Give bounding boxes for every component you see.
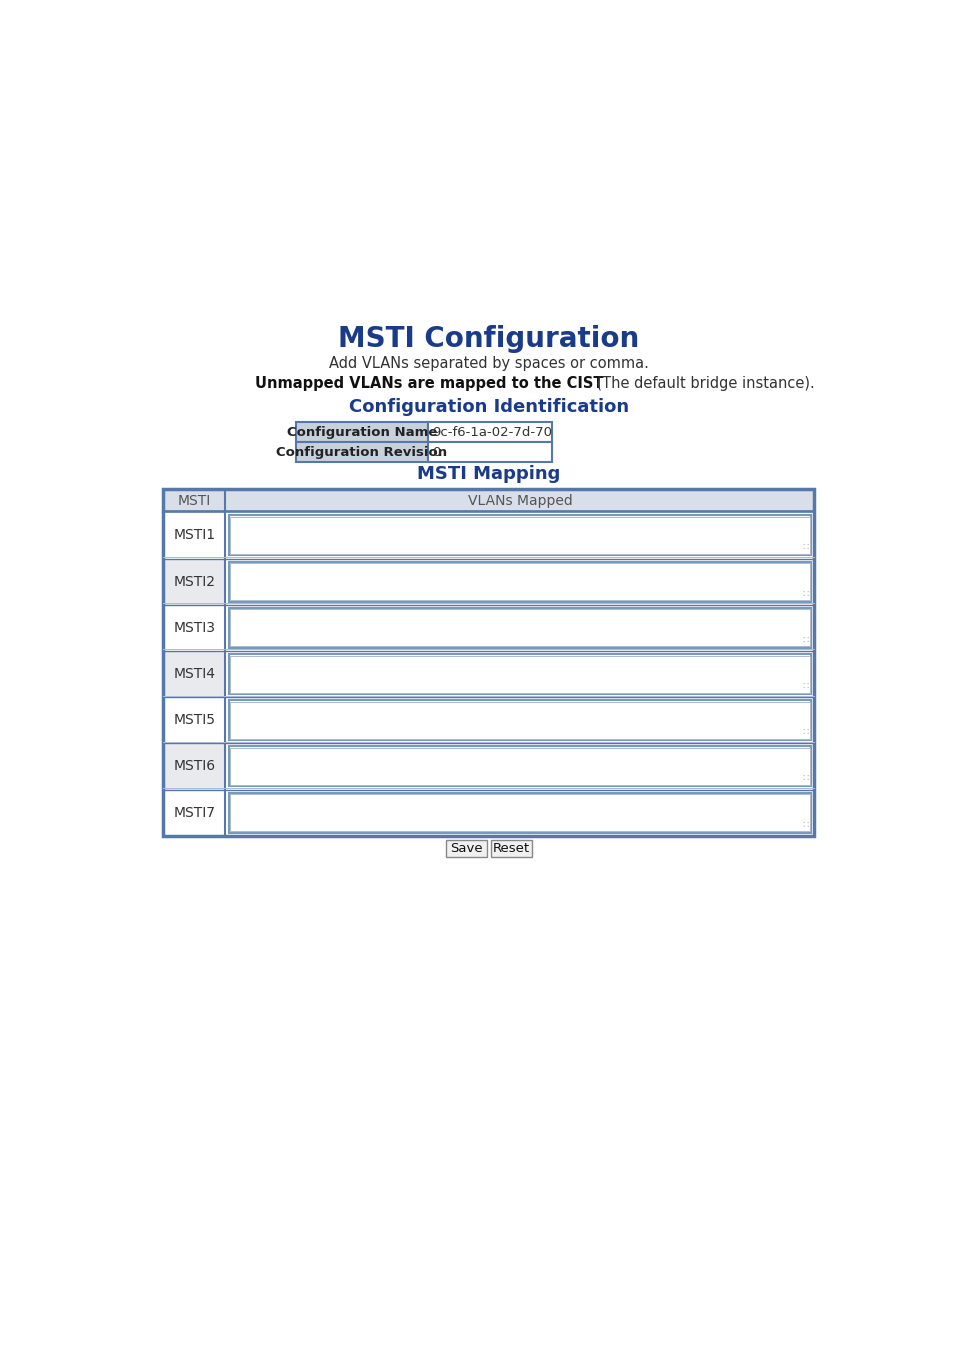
Text: Configuration Revision: Configuration Revision	[276, 446, 447, 459]
Bar	[229, 792, 810, 833]
Text: ∷: ∷	[801, 543, 808, 552]
Bar	[230, 794, 809, 832]
Bar	[163, 489, 814, 513]
Bar	[229, 516, 810, 555]
Text: ∷: ∷	[801, 634, 808, 645]
Text: MSTI3: MSTI3	[173, 621, 215, 634]
Text: MSTI Mapping: MSTI Mapping	[416, 464, 560, 483]
Bar	[229, 562, 810, 602]
Text: VLANs Mapped: VLANs Mapped	[467, 494, 572, 508]
Text: Reset: Reset	[493, 841, 530, 855]
Bar	[163, 559, 225, 605]
Text: Unmapped VLANs are mapped to the CIST: Unmapped VLANs are mapped to the CIST	[254, 377, 602, 392]
Text: ∷: ∷	[801, 680, 808, 691]
Bar	[163, 489, 814, 836]
Text: MSTI1: MSTI1	[173, 528, 215, 543]
Bar	[230, 563, 809, 601]
Text: Configuration Name: Configuration Name	[286, 425, 436, 439]
Text: 0: 0	[432, 446, 440, 459]
Text: MSTI Configuration: MSTI Configuration	[338, 325, 639, 354]
Bar	[229, 701, 810, 740]
Text: 9c-f6-1a-02-7d-70: 9c-f6-1a-02-7d-70	[432, 425, 552, 439]
Bar	[230, 656, 809, 693]
Bar	[163, 605, 225, 651]
Bar	[163, 489, 814, 836]
Text: MSTI4: MSTI4	[173, 667, 215, 680]
Bar	[230, 702, 809, 738]
Text: ∷: ∷	[801, 819, 808, 830]
Text: MSTI7: MSTI7	[173, 806, 215, 819]
Text: MSTI2: MSTI2	[173, 575, 215, 589]
Bar	[230, 609, 809, 647]
Bar	[163, 790, 225, 836]
Text: MSTI: MSTI	[177, 494, 211, 508]
Bar	[229, 608, 810, 648]
Bar	[229, 747, 810, 787]
Bar	[225, 697, 814, 744]
Bar	[225, 559, 814, 605]
Bar	[225, 744, 814, 790]
Bar	[225, 651, 814, 697]
Bar	[427, 443, 551, 462]
Bar	[491, 840, 531, 856]
Bar	[446, 840, 486, 856]
Bar	[230, 748, 809, 784]
Bar	[230, 517, 809, 553]
Text: Configuration Identification: Configuration Identification	[349, 398, 628, 416]
Text: . (The default bridge instance).: . (The default bridge instance).	[586, 377, 814, 392]
Bar	[295, 423, 427, 443]
Bar	[229, 653, 810, 694]
Text: ∷: ∷	[801, 774, 808, 783]
Text: Save: Save	[450, 841, 482, 855]
Text: Add VLANs separated by spaces or comma.: Add VLANs separated by spaces or comma.	[329, 356, 648, 371]
Bar	[163, 513, 225, 559]
Bar	[163, 697, 225, 744]
Text: ∷: ∷	[801, 589, 808, 598]
Bar	[163, 651, 225, 697]
Text: MSTI5: MSTI5	[173, 713, 215, 728]
Bar	[295, 443, 427, 462]
Text: ∷: ∷	[801, 728, 808, 737]
Bar	[163, 744, 225, 790]
Bar	[427, 423, 551, 443]
Text: MSTI6: MSTI6	[173, 760, 215, 774]
Bar	[225, 790, 814, 836]
Bar	[225, 605, 814, 651]
Bar	[225, 513, 814, 559]
